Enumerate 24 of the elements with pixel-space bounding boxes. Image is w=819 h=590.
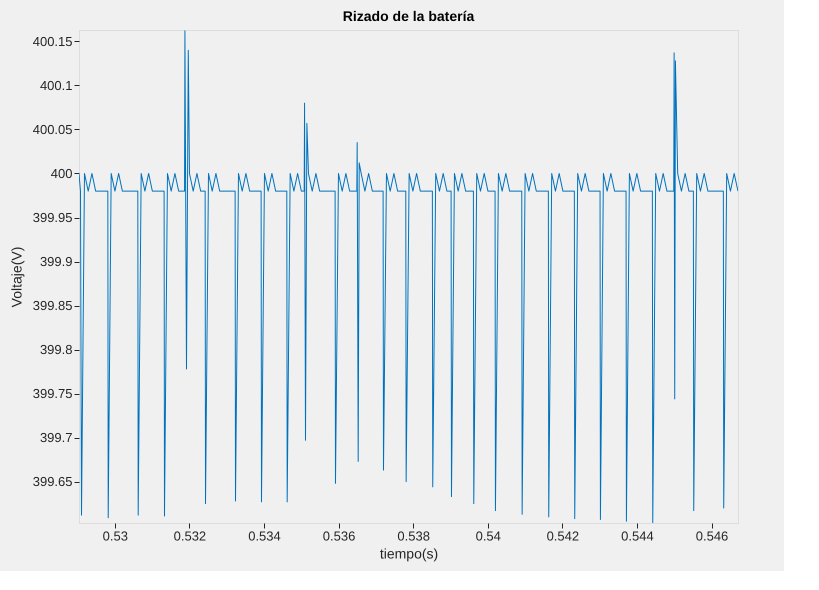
x-axis-title: tiempo(s) [380, 546, 438, 562]
x-tick-label: 0.53 [102, 528, 128, 544]
x-tick-label: 0.538 [397, 528, 430, 544]
y-tick-label: 399.7 [40, 430, 72, 446]
y-tick-label: 399.65 [32, 474, 72, 490]
y-tick-label: 399.9 [40, 254, 72, 270]
y-tick-label: 399.75 [32, 386, 72, 402]
y-tick-label: 400.1 [40, 78, 72, 93]
y-tick-label: 399.85 [32, 298, 72, 314]
y-axis-title: Voltaje(V) [8, 246, 25, 308]
y-tick-label: 399.8 [40, 342, 72, 358]
x-tick-label: 0.542 [546, 528, 580, 544]
chart-title: Rizado de la batería [342, 8, 474, 24]
line-series [79, 30, 738, 523]
y-tick-label: 399.95 [32, 210, 72, 226]
x-tick-label: 0.546 [696, 528, 728, 544]
y-tick-label: 400 [50, 166, 72, 181]
x-tick-label: 0.54 [476, 528, 501, 544]
y-tick-label: 400.05 [32, 122, 72, 137]
x-tick-label: 0.534 [248, 528, 281, 544]
x-tick-label: 0.544 [621, 528, 654, 544]
y-tick-label: 400.15 [32, 34, 72, 49]
x-tick-label: 0.536 [322, 528, 356, 544]
x-tick-label: 0.532 [174, 528, 206, 544]
